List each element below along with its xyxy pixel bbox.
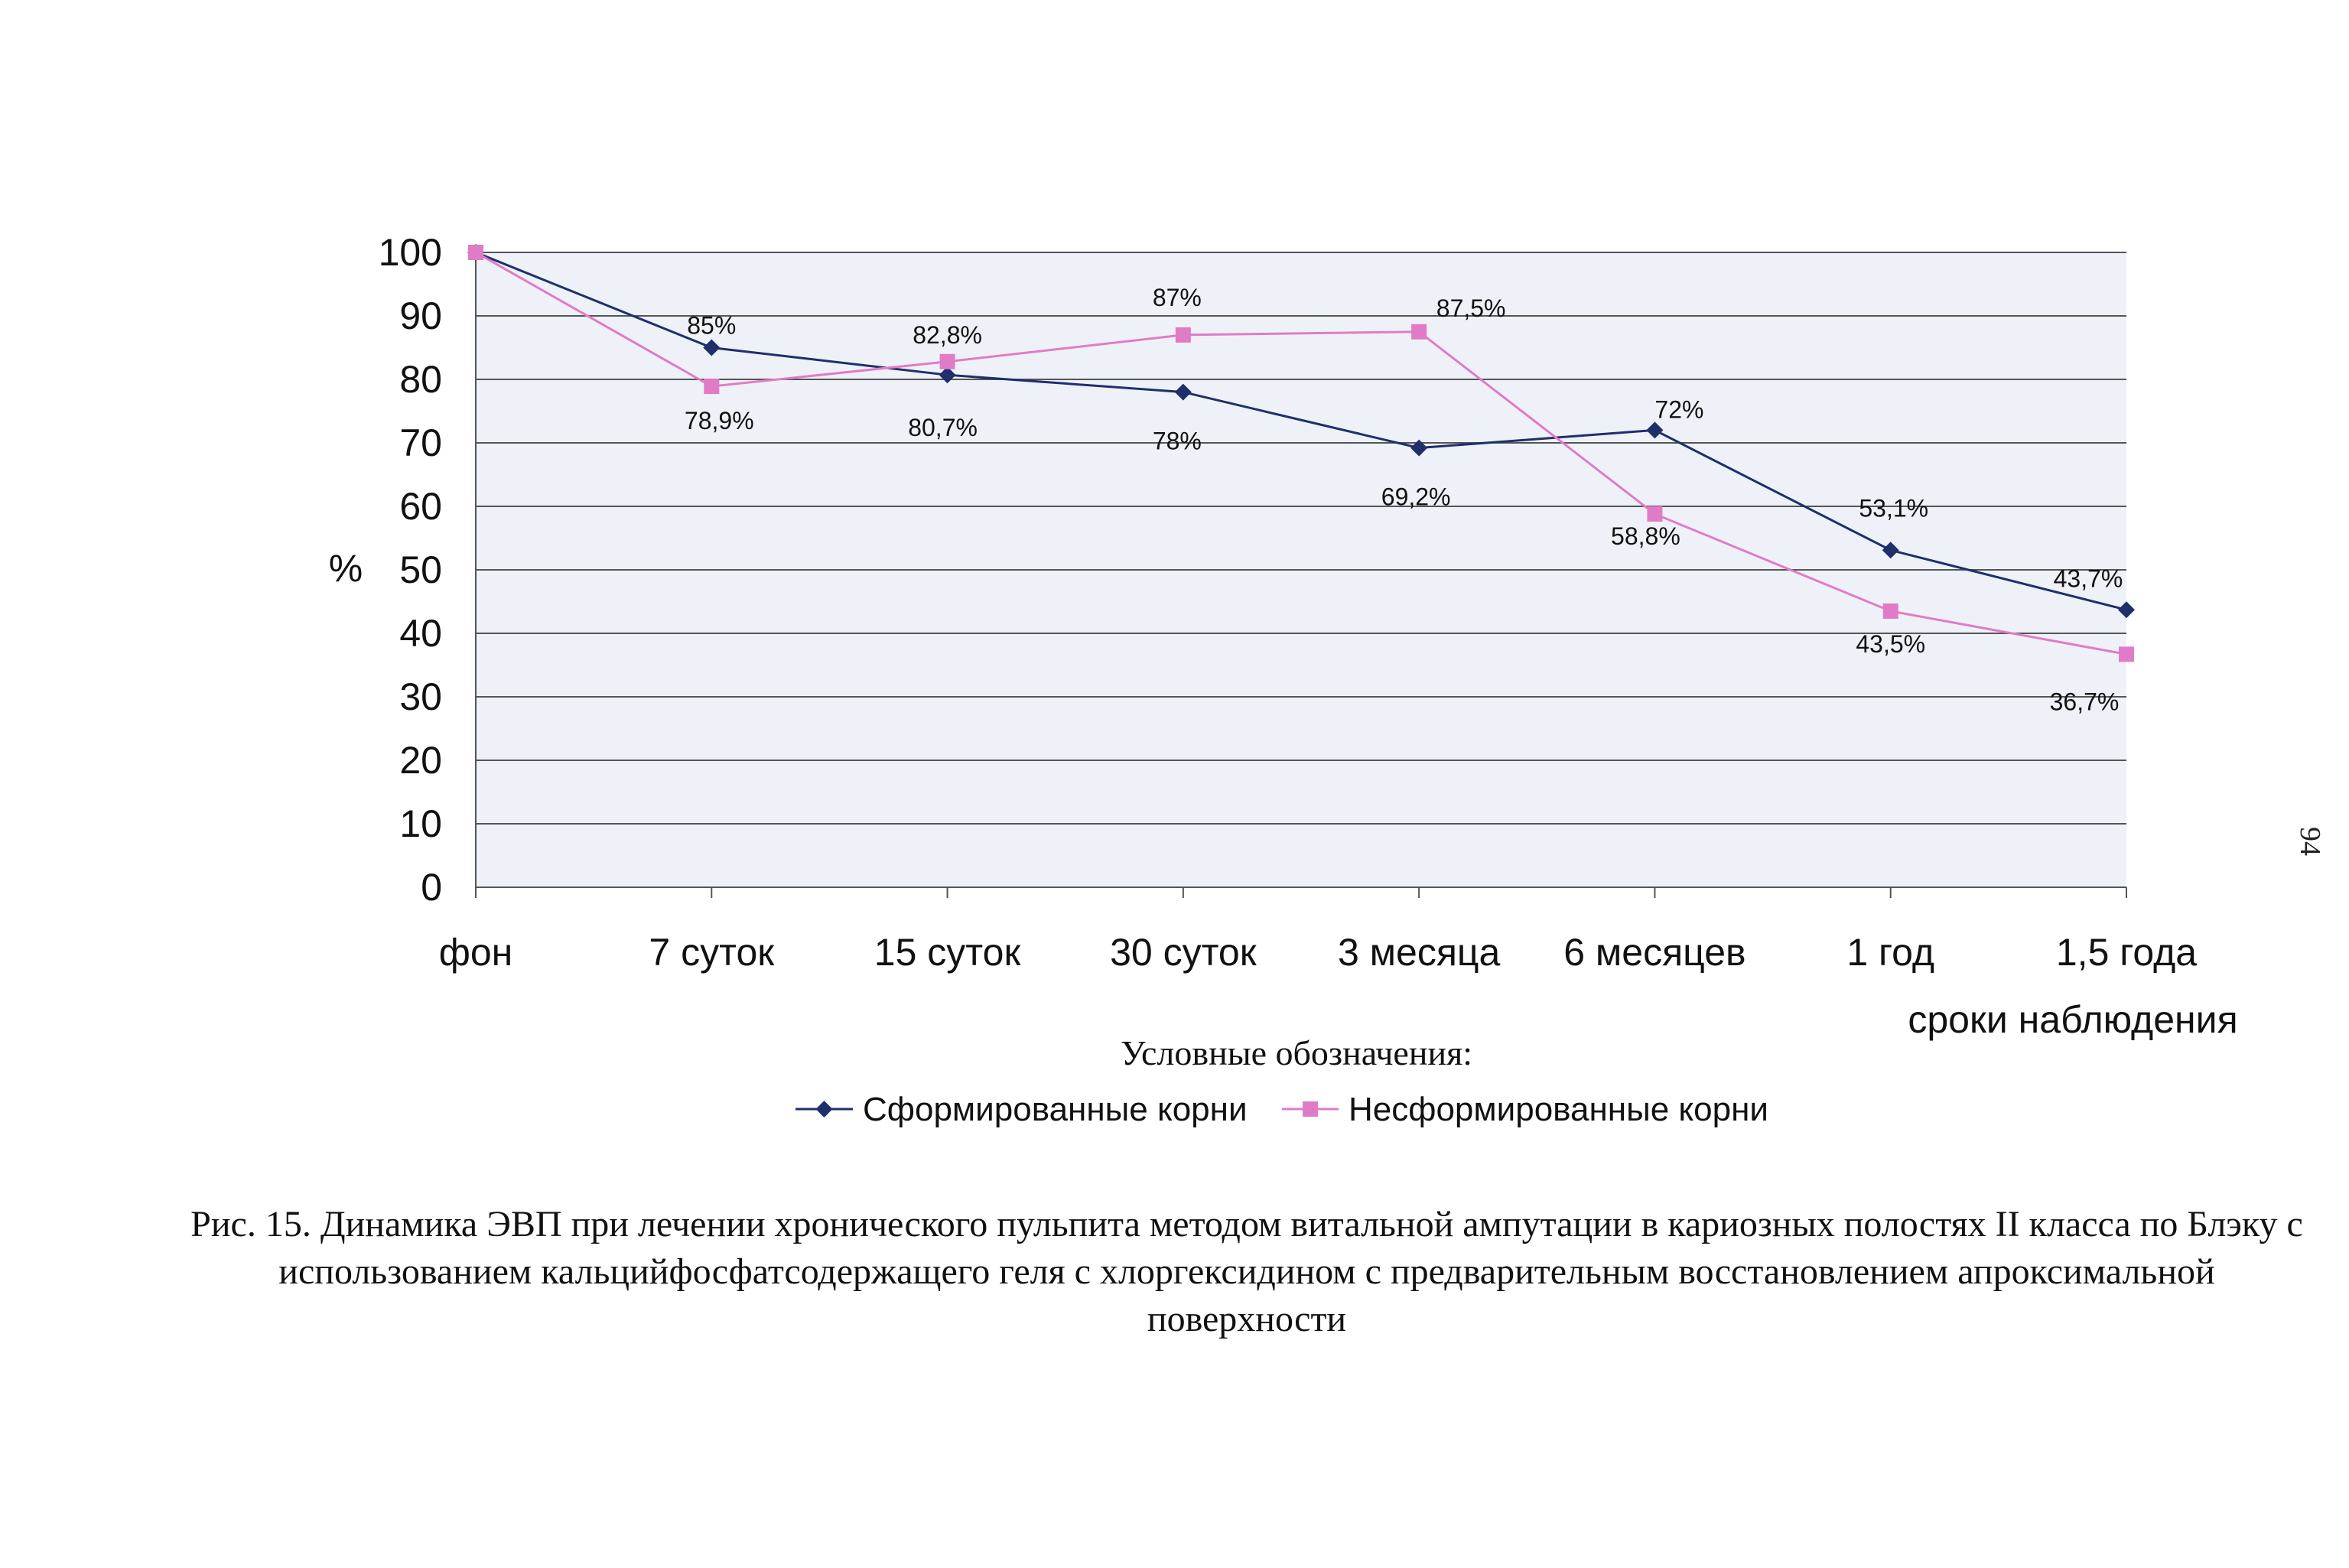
series-line: [475, 251, 2127, 656]
y-tick-label: 50: [399, 548, 442, 591]
y-tick-label: 0: [421, 866, 442, 909]
data-point-square: [1411, 324, 1427, 340]
x-tick-label: 1 год: [1846, 931, 1934, 974]
legend-label: Несформированные корни: [1349, 1091, 1768, 1128]
x-tick-label: 1,5 года: [2056, 931, 2197, 974]
data-labels: 85% 80,7% 78% 69,2% 72% 53,1% 43,7% 78,9% 82,8% 8…: [685, 284, 2123, 715]
data-label: 78%: [1153, 428, 1202, 455]
data-point-square: [2119, 646, 2134, 662]
legend-title: Условные обозначения:: [1121, 1033, 1472, 1072]
data-label: 36,7%: [2050, 688, 2120, 715]
data-point-diamond: [1882, 542, 1899, 559]
data-point-diamond: [1410, 439, 1428, 457]
data-label: 53,1%: [1859, 494, 1928, 522]
data-label: 43,5%: [1856, 630, 1925, 658]
y-tick-label: 40: [399, 612, 442, 655]
data-label: 80,7%: [908, 414, 978, 441]
legend-label: Сформированные корни: [863, 1091, 1248, 1128]
x-tick-label: 6 месяцев: [1563, 931, 1745, 974]
data-point-square: [704, 379, 720, 395]
data-label: 58,8%: [1611, 522, 1680, 550]
data-point-square: [1175, 327, 1191, 343]
x-tick-label: 3 месяца: [1338, 931, 1501, 974]
y-tick-label: 10: [399, 802, 442, 845]
data-point-square: [1647, 506, 1663, 522]
data-point-diamond: [1646, 421, 1664, 439]
data-point-diamond: [939, 366, 956, 384]
page-number: 94: [2294, 827, 2326, 856]
legend-marker-diamond: [815, 1101, 833, 1117]
data-point-diamond: [703, 339, 721, 356]
data-label: 87,5%: [1436, 294, 1506, 322]
y-tick-label: 30: [399, 675, 442, 718]
legend-marker-square: [1303, 1101, 1318, 1117]
x-tick-label: фон: [439, 931, 513, 974]
data-point-square: [1882, 603, 1898, 619]
figure-caption: Рис. 15. Динамика ЭВП при лечении хронич…: [190, 1204, 2303, 1339]
y-tick-label: 100: [379, 231, 442, 274]
y-tick-label: 90: [399, 294, 442, 337]
x-axis-ticks: фон 7 суток 15 суток 30 суток 3 месяца 6 меся…: [439, 931, 2198, 974]
data-label: 78,9%: [685, 407, 754, 434]
data-label: 72%: [1654, 395, 1703, 423]
data-point-diamond: [2118, 601, 2135, 619]
data-point-square: [939, 353, 955, 369]
series-layer: [467, 244, 2135, 662]
data-label: 87%: [1153, 284, 1202, 311]
legend: Сформированные корни Несформированные кор…: [795, 1091, 1768, 1128]
data-label: 43,7%: [2054, 564, 2123, 592]
series-line: [475, 251, 2127, 611]
y-tick-label: 70: [399, 421, 442, 464]
y-tick-label: 20: [399, 739, 442, 782]
y-axis-ticks: 0 10 20 30 40 50 60 70 80 90 100: [379, 231, 442, 909]
x-tick-label: 15 суток: [874, 931, 1022, 974]
y-tick-label: 80: [399, 358, 442, 401]
grid-lines: [475, 252, 2127, 898]
data-label: 82,8%: [913, 321, 982, 349]
y-tick-label: 60: [399, 485, 442, 528]
data-point-diamond: [1174, 383, 1192, 401]
data-label: 69,2%: [1381, 483, 1451, 511]
data-label: 85%: [687, 312, 736, 340]
y-axis-title: %: [329, 547, 363, 590]
x-axis-title: сроки наблюдения: [1908, 998, 2237, 1041]
data-point-square: [468, 245, 483, 260]
x-tick-label: 7 суток: [649, 931, 775, 974]
x-tick-label: 30 суток: [1110, 931, 1257, 974]
